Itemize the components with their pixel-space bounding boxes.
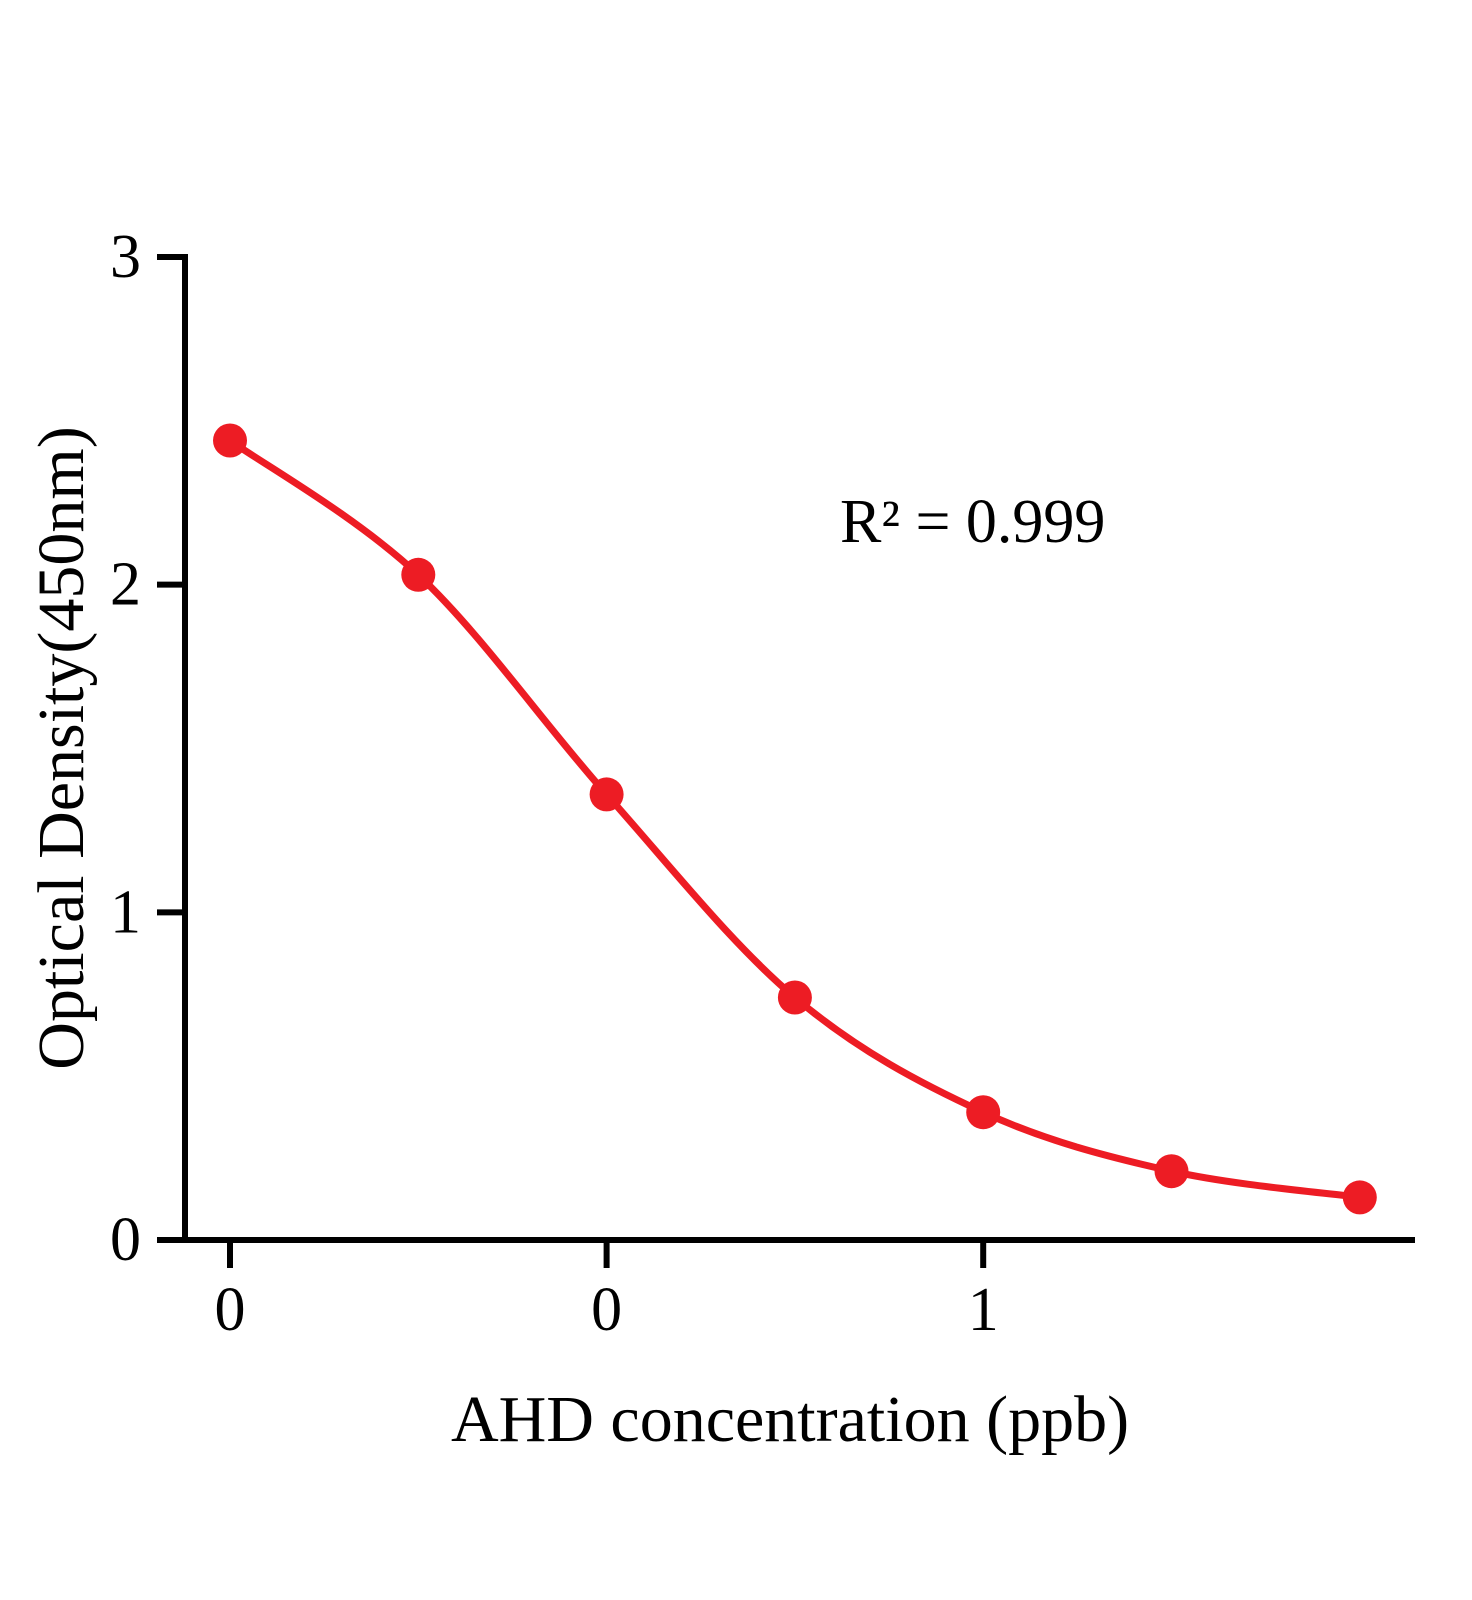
y-tick-label: 2 — [110, 551, 141, 619]
y-tick-label: 0 — [110, 1206, 141, 1274]
data-point-marker — [1342, 1180, 1377, 1215]
data-point-marker — [1154, 1154, 1189, 1189]
data-point-marker — [966, 1095, 1001, 1130]
axis-spines — [182, 254, 1415, 1243]
y-tick-label: 1 — [110, 878, 141, 946]
data-point-marker — [589, 777, 624, 812]
data-point-marker — [213, 423, 247, 458]
data-point-marker — [401, 557, 436, 592]
r-squared-annotation: R² = 0.999 — [840, 488, 1106, 556]
y-tick-label: 3 — [110, 223, 141, 291]
x-axis-title: AHD concentration (ppb) — [450, 1383, 1130, 1456]
y-axis-title: Optical Density(450nm) — [25, 426, 98, 1070]
x-tick-label: 0 — [215, 1276, 246, 1344]
data-point-marker — [777, 980, 812, 1015]
x-tick-label: 0 — [591, 1276, 622, 1344]
x-tick-label: 1 — [968, 1276, 999, 1344]
standard-curve-line — [226, 437, 1364, 1201]
